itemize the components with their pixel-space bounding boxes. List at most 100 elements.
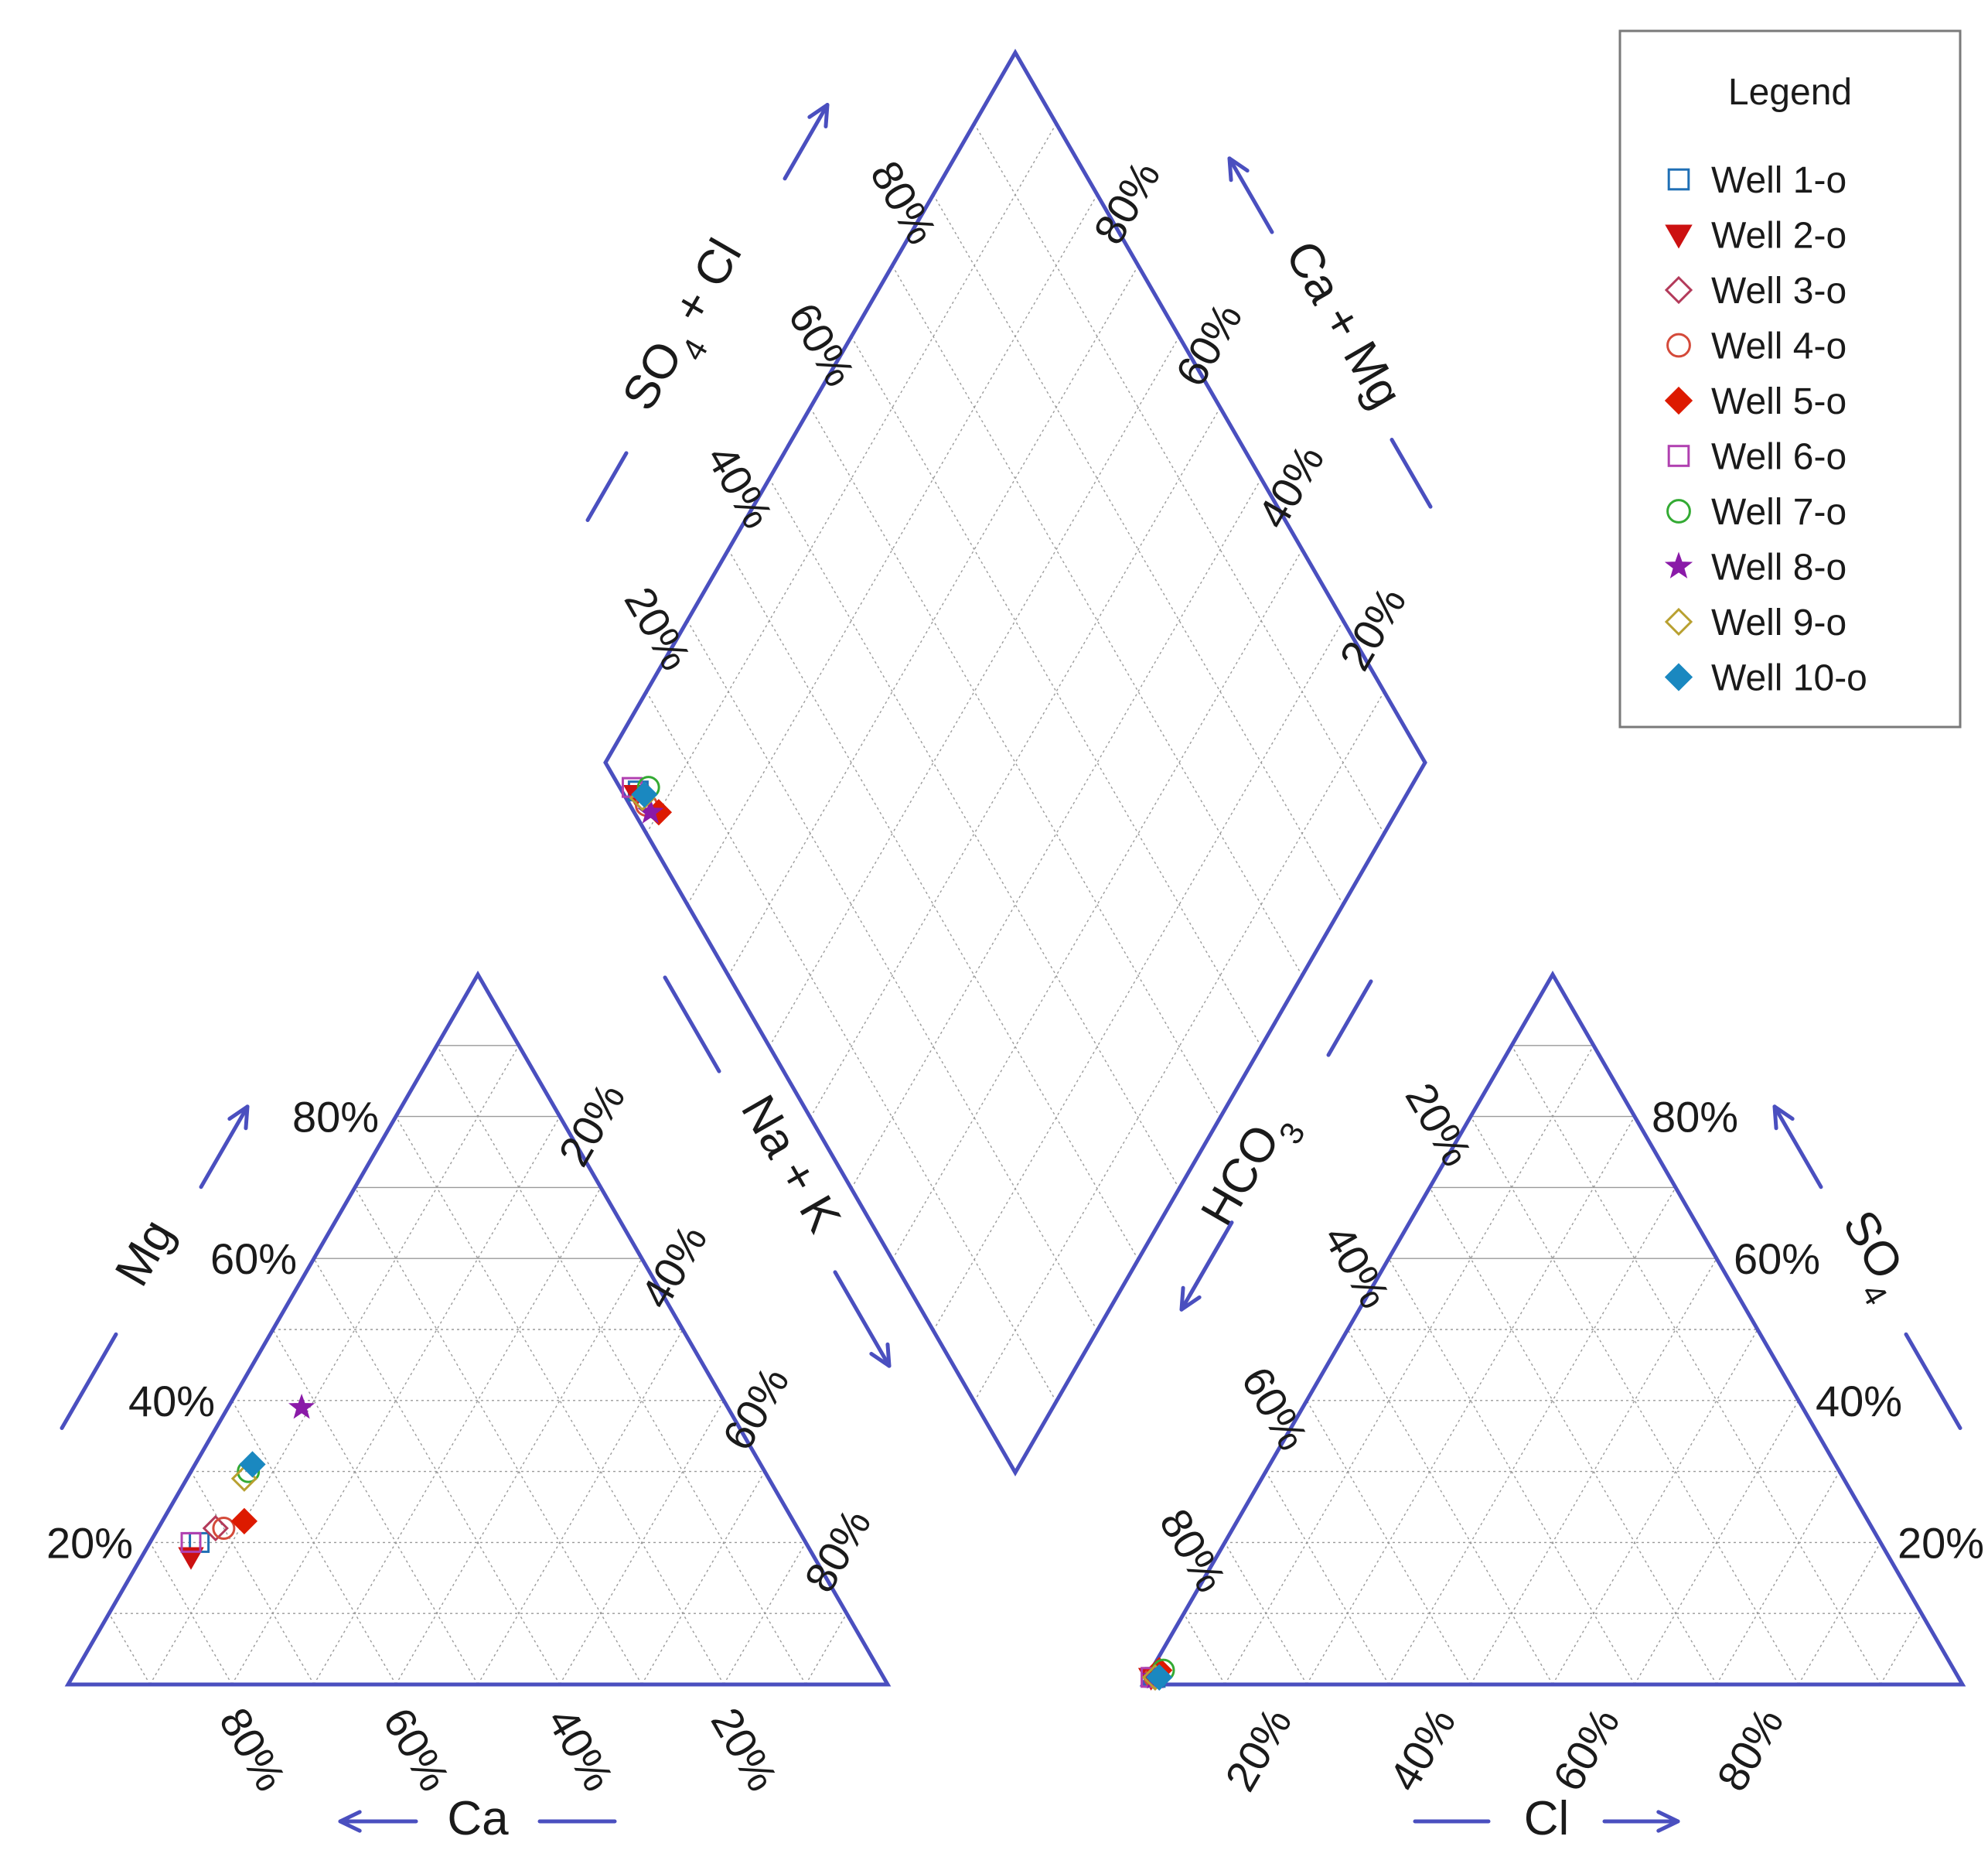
tick-camg-2: 40% <box>1248 437 1334 537</box>
diamond-grid-b-7 <box>892 549 1303 1260</box>
point-well-10-cation <box>239 1451 266 1478</box>
anion-grid-r-7 <box>1265 1471 1390 1685</box>
tick-hco3-1: 20% <box>1396 1075 1482 1175</box>
axis-title-ca-mg: Ca + Mg <box>1275 232 1413 417</box>
tick-ca-3: 60% <box>374 1700 460 1800</box>
diamond-grid-a-3 <box>728 549 1139 1260</box>
anion-grid-r-8 <box>1224 1542 1308 1685</box>
tick-camg-4: 80% <box>1084 153 1170 253</box>
grid-layer <box>108 123 1922 1685</box>
legend-label-9: Well 9-o <box>1711 602 1846 643</box>
tick-so4-2: 40% <box>1816 1377 1902 1425</box>
anion-grid-r-6 <box>1306 1400 1471 1685</box>
legend-label-1: Well 1-o <box>1711 160 1846 201</box>
axis-title-ca: Ca <box>447 1792 509 1845</box>
arrow-hco3-head <box>1179 1285 1202 1312</box>
diamond-grid-b-3 <box>728 265 1139 976</box>
cation-triangle-frame <box>64 971 892 1687</box>
arrow-nak-tail-line <box>663 975 721 1073</box>
legend-marker-2 <box>1665 224 1693 249</box>
arrow-so4cl-tail-line <box>585 451 629 522</box>
tick-so4cl-2: 40% <box>697 437 783 537</box>
axis-title-so4-cl-rest: + Cl <box>656 230 752 343</box>
arrow-nak-line <box>833 1270 892 1368</box>
tick-cl-2: 40% <box>1379 1700 1465 1800</box>
point-well-4-cation <box>212 1517 236 1541</box>
frames-layer <box>64 48 1966 1687</box>
legend-marker-5 <box>1664 386 1693 415</box>
anion-grid-l-5 <box>1552 1329 1758 1685</box>
arrow-nak-head <box>869 1342 892 1368</box>
tick-camg-1: 20% <box>1330 579 1416 678</box>
legend-marker-3 <box>1664 275 1693 305</box>
cation-grid-l-7 <box>641 1471 766 1685</box>
anion-grid-r-3 <box>1429 1187 1717 1685</box>
legend-label-3: Well 3-o <box>1711 271 1846 312</box>
diamond-grid-b-6 <box>851 478 1262 1189</box>
anion-grid-r-2 <box>1470 1116 1799 1685</box>
tick-mg-2: 40% <box>128 1377 215 1425</box>
tick-nak-2: 40% <box>631 1217 717 1316</box>
data-points-layer <box>178 776 1175 1691</box>
arrow-so4-tail-line <box>1904 1332 1962 1431</box>
axis-arrows-layer <box>60 103 1962 1833</box>
cation-grid-r-5 <box>272 1329 479 1685</box>
cation-grid-l-2 <box>231 1116 561 1685</box>
tick-ca-2: 40% <box>538 1700 624 1800</box>
axis-title-hco3: HCO3 <box>1191 1101 1311 1242</box>
tick-cl-4: 80% <box>1707 1700 1793 1800</box>
tick-mg-4: 80% <box>292 1093 379 1142</box>
legend-marker-8 <box>1664 551 1693 579</box>
legend-marker-7 <box>1666 499 1691 524</box>
arrow-hco3-line <box>1179 1234 1226 1312</box>
point-well-10-anion <box>1146 1664 1173 1691</box>
legend-label-8: Well 8-o <box>1711 548 1846 589</box>
legend-label-10: Well 10-o <box>1711 658 1867 699</box>
tick-hco3-3: 60% <box>1233 1359 1318 1459</box>
legend-marker-1 <box>1667 168 1690 191</box>
tick-so4cl-1: 20% <box>615 579 701 678</box>
tick-so4-1: 20% <box>1898 1518 1984 1567</box>
tick-nak-4: 80% <box>795 1500 881 1600</box>
cation-grid-r-3 <box>354 1187 643 1685</box>
legend-label-7: Well 7-o <box>1711 492 1846 533</box>
arrow-so4cl-line <box>783 103 830 181</box>
diamond-grid-b-5 <box>810 407 1221 1118</box>
diamond-grid-b-8 <box>933 620 1344 1331</box>
anion-grid-l-2 <box>1306 1116 1635 1685</box>
tick-cl-1: 20% <box>1216 1700 1301 1800</box>
arrow-cl-head <box>1656 1810 1680 1833</box>
legend-marker-10 <box>1664 663 1693 691</box>
legend-label-2: Well 2-o <box>1711 216 1846 257</box>
anion-grid-l-3 <box>1388 1187 1676 1685</box>
diamond-grid-a-2 <box>687 620 1098 1331</box>
anion-grid-r-1 <box>1511 1045 1881 1685</box>
tick-ca-1: 20% <box>702 1700 788 1800</box>
cation-grid-r-2 <box>395 1116 725 1685</box>
cation-grid-r-9 <box>108 1613 151 1685</box>
legend-label-5: Well 5-o <box>1711 381 1846 422</box>
cation-grid-l-8 <box>723 1542 806 1685</box>
arrow-hco3-tail2-line <box>1326 979 1373 1057</box>
tick-hco3-2: 40% <box>1315 1217 1400 1316</box>
diamond-grid-b-2 <box>687 194 1098 905</box>
cation-grid-r-6 <box>231 1400 397 1685</box>
axis-title-mg: Mg <box>105 1210 185 1295</box>
tick-mg-1: 20% <box>46 1518 133 1567</box>
diamond-grid-b-1 <box>646 123 1057 835</box>
diamond-grid-a-7 <box>892 265 1303 976</box>
arrow-so4cl-head <box>807 103 830 128</box>
anion-grid-l-9 <box>1880 1613 1922 1685</box>
cation-grid-l-5 <box>477 1329 684 1685</box>
cation-grid-r-7 <box>190 1471 315 1685</box>
axis-title-so4: SO4 <box>1820 1202 1922 1312</box>
point-well-8-cation <box>288 1394 315 1419</box>
diamond-grid-a-1 <box>646 691 1057 1402</box>
tick-camg-3: 60% <box>1166 295 1252 394</box>
point-well-3-cation <box>202 1514 229 1542</box>
legend-label-6: Well 6-o <box>1711 437 1846 478</box>
tick-so4-3: 60% <box>1734 1234 1820 1283</box>
diamond-grid-a-8 <box>933 194 1344 905</box>
